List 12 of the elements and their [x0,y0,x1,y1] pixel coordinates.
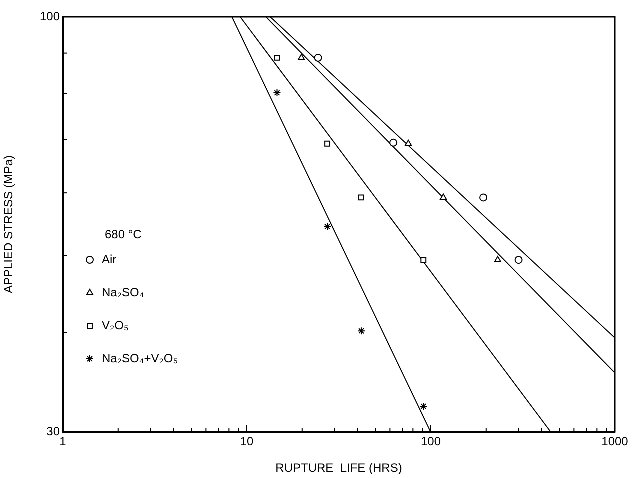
x-tick-label: 1000 [602,434,629,449]
x-tick-label: 1 [60,434,67,449]
y-axis-title: APPLIED STRESS (MPa) [2,155,16,294]
y-tick-label: 30 [46,424,60,438]
x-axis-title: RUPTURE LIFE (HRS) [276,461,402,476]
legend-label: Na₂SO₄+V₂O₅ [102,351,178,366]
legend-label: Na₂SO₄ [102,285,144,300]
legend-label: Air [102,252,117,266]
legend-label: V₂O₅ [102,318,129,332]
annotation: 680 °C [105,227,142,242]
x-tick-label: 100 [420,434,442,449]
x-tick-label: 10 [240,434,254,449]
